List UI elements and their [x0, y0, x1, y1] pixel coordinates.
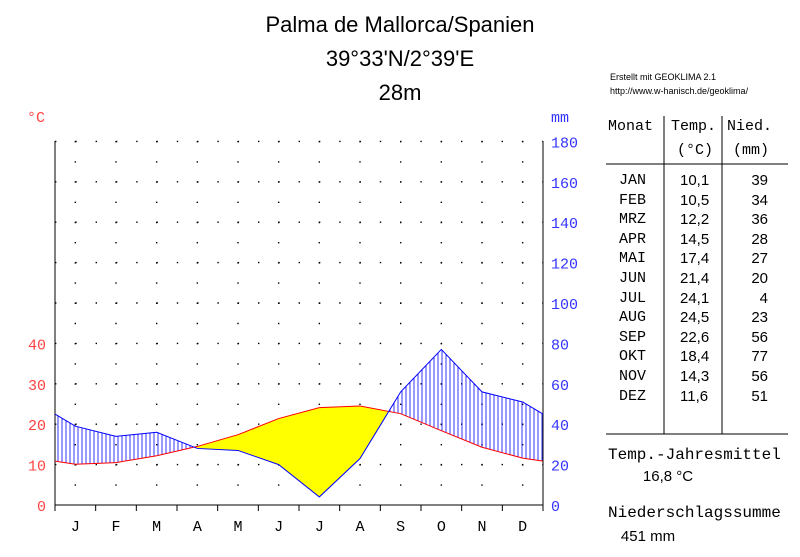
- table-cell-precip: 28: [751, 230, 768, 248]
- table-cell-precip: 23: [751, 309, 768, 327]
- table-cell-precip: 36: [751, 211, 768, 229]
- table-header-precip: Nied.: [727, 118, 773, 135]
- table-cell-month: JAN: [619, 172, 647, 189]
- table-cell-precip: 51: [751, 387, 768, 405]
- table-header-month: Monat: [608, 118, 654, 135]
- credit-url: http://www.w-hanisch.de/geoklima/: [610, 86, 749, 96]
- temp-tick-label: 10: [28, 459, 46, 476]
- chart-title: Palma de Mallorca/Spanien: [265, 12, 535, 37]
- table-cell-month: JUN: [619, 270, 647, 287]
- table-cell-temp: 24,1: [680, 289, 710, 307]
- table-cell-temp: 14,3: [680, 368, 710, 385]
- table-cell-precip: 27: [751, 250, 768, 268]
- chart-coordinates: 39°33'N/2°39'E: [325, 46, 475, 71]
- precip-tick-label: 60: [551, 378, 569, 395]
- table-cell-temp: 24,5: [680, 309, 710, 327]
- table-cell-month: AUG: [619, 309, 647, 327]
- table-header-temp: Temp.: [671, 118, 717, 135]
- table-cell-month: NOV: [619, 368, 647, 385]
- month-tick-label: A: [193, 519, 202, 536]
- table-cell-precip: 34: [751, 191, 768, 209]
- precip-tick-label: 80: [551, 337, 569, 354]
- table-cell-precip: 20: [751, 270, 768, 287]
- table-cell-temp: 22,6: [680, 328, 710, 346]
- table-cell-temp: 10,5: [680, 191, 710, 209]
- precip-tick-label: 180: [551, 135, 578, 152]
- precip-tick-label: 140: [551, 216, 578, 233]
- precip-tick-label: 160: [551, 176, 578, 193]
- summary-precip-value: 451 mm: [620, 528, 676, 545]
- table-cell-precip: 56: [751, 328, 768, 346]
- table-cell-temp: 12,2: [680, 211, 710, 229]
- month-tick-label: D: [518, 519, 527, 536]
- table-cell-temp: 11,6: [680, 387, 709, 405]
- precip-tick-label: 0: [551, 499, 560, 516]
- precip-tick-label: 40: [551, 418, 569, 435]
- table-cell-precip: 39: [751, 172, 768, 189]
- chart-elevation: 28m: [378, 80, 422, 105]
- temp-unit-label: °C: [27, 110, 45, 127]
- precip-tick-label: 20: [551, 459, 569, 476]
- month-tick-label: M: [233, 519, 242, 536]
- table-cell-month: DEZ: [619, 387, 647, 405]
- table-cell-temp: 18,4: [680, 348, 710, 366]
- dry-season-area: [194, 406, 389, 497]
- month-tick-label: J: [274, 519, 283, 536]
- summary-temp-label: Temp.-Jahresmittel: [608, 446, 781, 464]
- table-cell-temp: 17,4: [680, 250, 710, 268]
- table-cell-month: MAI: [619, 250, 647, 268]
- month-tick-label: S: [396, 519, 405, 536]
- table-cell-month: SEP: [619, 328, 647, 346]
- month-tick-label: J: [71, 519, 80, 536]
- table-cell-month: OKT: [619, 348, 647, 366]
- table-cell-temp: 10,1: [680, 172, 710, 189]
- temp-tick-label: 30: [28, 378, 46, 395]
- credit-line: Erstellt mit GEOKLIMA 2.1: [610, 72, 717, 82]
- temperature-curve: [54, 405, 544, 465]
- temp-tick-label: 40: [28, 337, 46, 354]
- month-tick-label: A: [355, 519, 364, 536]
- summary-temp-value: 16,8 °C: [642, 468, 694, 485]
- table-cell-precip: 56: [751, 368, 768, 385]
- temp-tick-label: 0: [37, 499, 46, 516]
- table-cell-precip: 4: [759, 289, 768, 307]
- table-cell-month: JUL: [619, 289, 647, 307]
- month-tick-label: O: [437, 519, 446, 536]
- summary-precip-label: Niederschlagssumme: [608, 504, 781, 522]
- table-header-precip-unit: (mm): [733, 142, 770, 159]
- precip-tick-label: 120: [551, 257, 578, 274]
- precipitation-curve: [54, 348, 544, 498]
- table-cell-precip: 77: [751, 348, 768, 366]
- month-tick-label: N: [477, 519, 486, 536]
- temp-tick-label: 20: [28, 418, 46, 435]
- table-cell-month: FEB: [619, 191, 647, 209]
- month-tick-label: J: [315, 519, 324, 536]
- precip-tick-label: 100: [551, 297, 578, 314]
- table-cell-month: APR: [619, 230, 647, 248]
- month-tick-label: M: [152, 519, 161, 536]
- precip-unit-label: mm: [551, 110, 569, 127]
- table-header-temp-unit: (°C): [677, 142, 714, 159]
- month-tick-label: F: [111, 519, 120, 536]
- table-cell-temp: 21,4: [680, 270, 710, 287]
- table-cell-month: MRZ: [619, 211, 647, 229]
- table-cell-temp: 14,5: [680, 230, 710, 248]
